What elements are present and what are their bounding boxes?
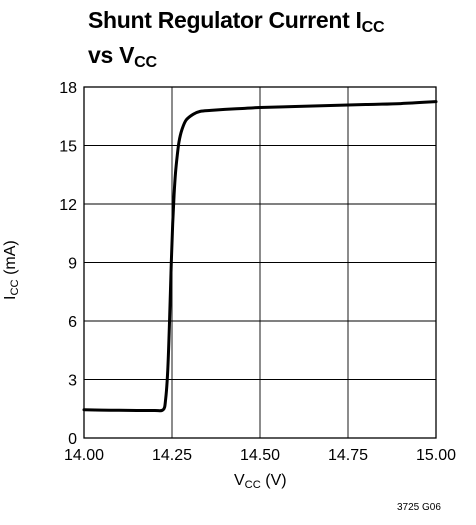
y-tick-label: 3 [68,373,77,390]
x-tick-label: 14.50 [240,447,280,464]
y-axis-label-main: I [2,295,19,300]
x-axis-label-subscript: CC [244,478,261,491]
x-axis-label-main: V [234,472,245,489]
x-tick-label: 14.00 [64,447,104,464]
x-axis-label-unit: (V) [260,472,287,489]
x-axis-label: VCC (V) [234,472,287,491]
x-tick-label: 14.75 [328,447,368,464]
title-line-2-subscript: CC [134,53,157,72]
series-line [82,100,438,413]
title-line-2: vs V [88,42,135,69]
title-line-1: Shunt Regulator Current I [88,7,362,33]
x-tick-label: 14.25 [152,447,192,464]
y-tick-label: 18 [59,80,77,97]
x-tick-label: 15.00 [416,447,456,464]
y-tick-label: 6 [68,314,77,331]
title-line-1-subscript: CC [361,18,385,37]
y-tick-label: 0 [68,431,77,448]
plot-frame [83,86,437,439]
figure-code: 3725 G06 [397,502,441,513]
y-axis-label-unit: (mA) [2,240,19,280]
y-tick-label: 9 [68,256,77,273]
chart-title: Shunt Regulator Current ICC vs VCC [88,6,385,76]
y-axis-label-subscript: CC [8,279,21,296]
y-tick-label: 12 [59,197,77,214]
y-tick-label: 15 [59,139,77,156]
y-axis-label: ICC (mA) [2,240,21,300]
